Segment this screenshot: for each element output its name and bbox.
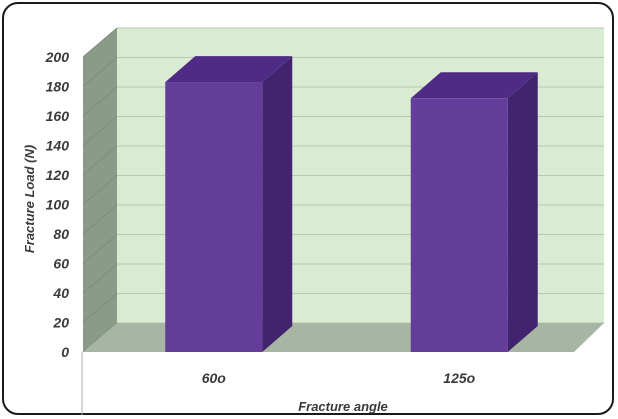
bar [165,56,293,352]
y-tick-label: 40 [52,285,69,301]
x-tick-label: 125o [443,370,475,386]
side-gridline [82,204,118,235]
side-gridline [82,293,118,323]
x-axis-title: Fracture angle [298,399,388,414]
y-axis-title: Fracture Load (N) [22,145,37,253]
y-tick-label: 140 [46,138,70,154]
y-tick-label: 0 [61,344,69,360]
bar-side [262,56,293,352]
side-gridline [82,263,118,294]
y-tick-label: 80 [53,226,69,242]
side-gridline [82,86,118,117]
y-tick-label: 120 [46,167,70,183]
y-tick-labels: 0 20 40 60 80 100 120 140 160 180 200 [45,49,70,360]
bar-side [507,72,538,353]
side-gridline [82,57,118,87]
x-tick-labels: 60o 125o [202,370,476,386]
y-tick-label: 200 [45,49,70,65]
bars [165,56,538,353]
bar-front [410,98,508,352]
side-gridline [82,145,118,176]
side-gridline [82,116,118,146]
y-tick-label: 60 [53,256,69,272]
bar [410,72,538,353]
bar-top [165,56,293,83]
y-tick-label: 100 [46,197,70,213]
y-tick-label: 160 [46,108,70,124]
side-gridline [82,175,118,205]
side-gridline [82,27,118,58]
bar-front [165,82,263,352]
x-tick-label: 60o [202,370,227,386]
bar-top [410,72,538,99]
y-tick-label: 180 [46,79,70,95]
side-gridline [82,234,118,264]
y-tick-label: 20 [52,315,69,331]
